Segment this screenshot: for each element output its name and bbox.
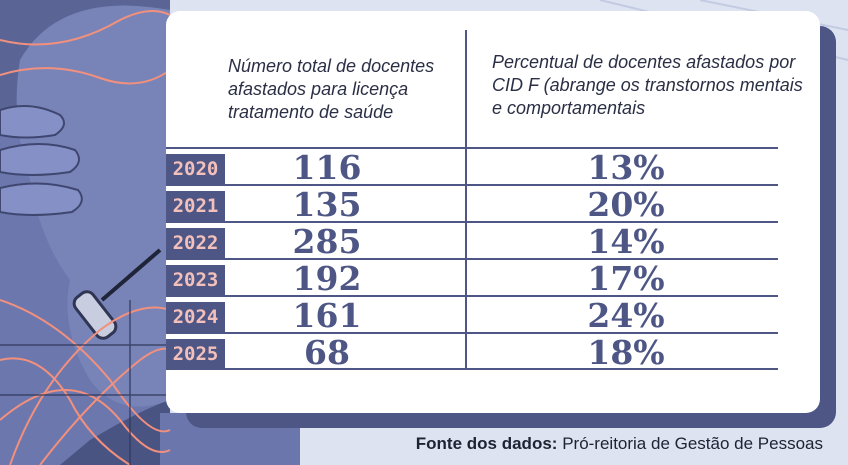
table-row: 2020 116 13%	[166, 148, 778, 187]
percent-value: 20%	[587, 185, 665, 224]
percent-value: 13%	[587, 148, 665, 187]
row-divider	[166, 332, 778, 334]
percent-value: 14%	[587, 222, 665, 261]
row-divider	[166, 184, 778, 186]
table-card	[166, 11, 820, 413]
table-row: 2021 135 20%	[166, 185, 778, 224]
column-header-total: Número total de docentes afastados para …	[228, 56, 435, 122]
table-row: 2023 192 17%	[166, 259, 778, 298]
total-value: 285	[292, 222, 362, 261]
percent-value: 17%	[587, 259, 665, 298]
total-value: 116	[292, 148, 362, 187]
total-value: 192	[292, 259, 362, 298]
table-row: 2025 68 18%	[166, 333, 778, 372]
source-text: Pró-reitoria de Gestão de Pessoas	[562, 434, 823, 453]
total-value: 161	[292, 296, 362, 335]
table-row: 2024 161 24%	[166, 296, 778, 335]
percent-value: 24%	[587, 296, 665, 335]
year-label: 2020	[166, 154, 225, 185]
source-label: Fonte dos dados:	[415, 434, 558, 453]
row-divider	[166, 368, 778, 370]
row-divider	[166, 295, 778, 297]
percent-value: 18%	[587, 333, 665, 372]
year-label: 2025	[166, 339, 225, 370]
row-divider	[166, 221, 778, 223]
table-row: 2022 285 14%	[166, 222, 778, 261]
year-label: 2023	[166, 265, 225, 296]
year-label: 2024	[166, 302, 225, 333]
year-label: 2022	[166, 228, 225, 259]
column-divider	[465, 30, 467, 368]
total-value: 68	[304, 333, 350, 372]
column-header-percent: Percentual de docentes afastados por CID…	[492, 52, 803, 118]
row-divider	[166, 258, 778, 260]
row-divider	[166, 147, 778, 149]
source-caption: Fonte dos dados: Pró-reitoria de Gestão …	[416, 434, 823, 454]
total-value: 135	[292, 185, 362, 224]
year-label: 2021	[166, 191, 225, 222]
